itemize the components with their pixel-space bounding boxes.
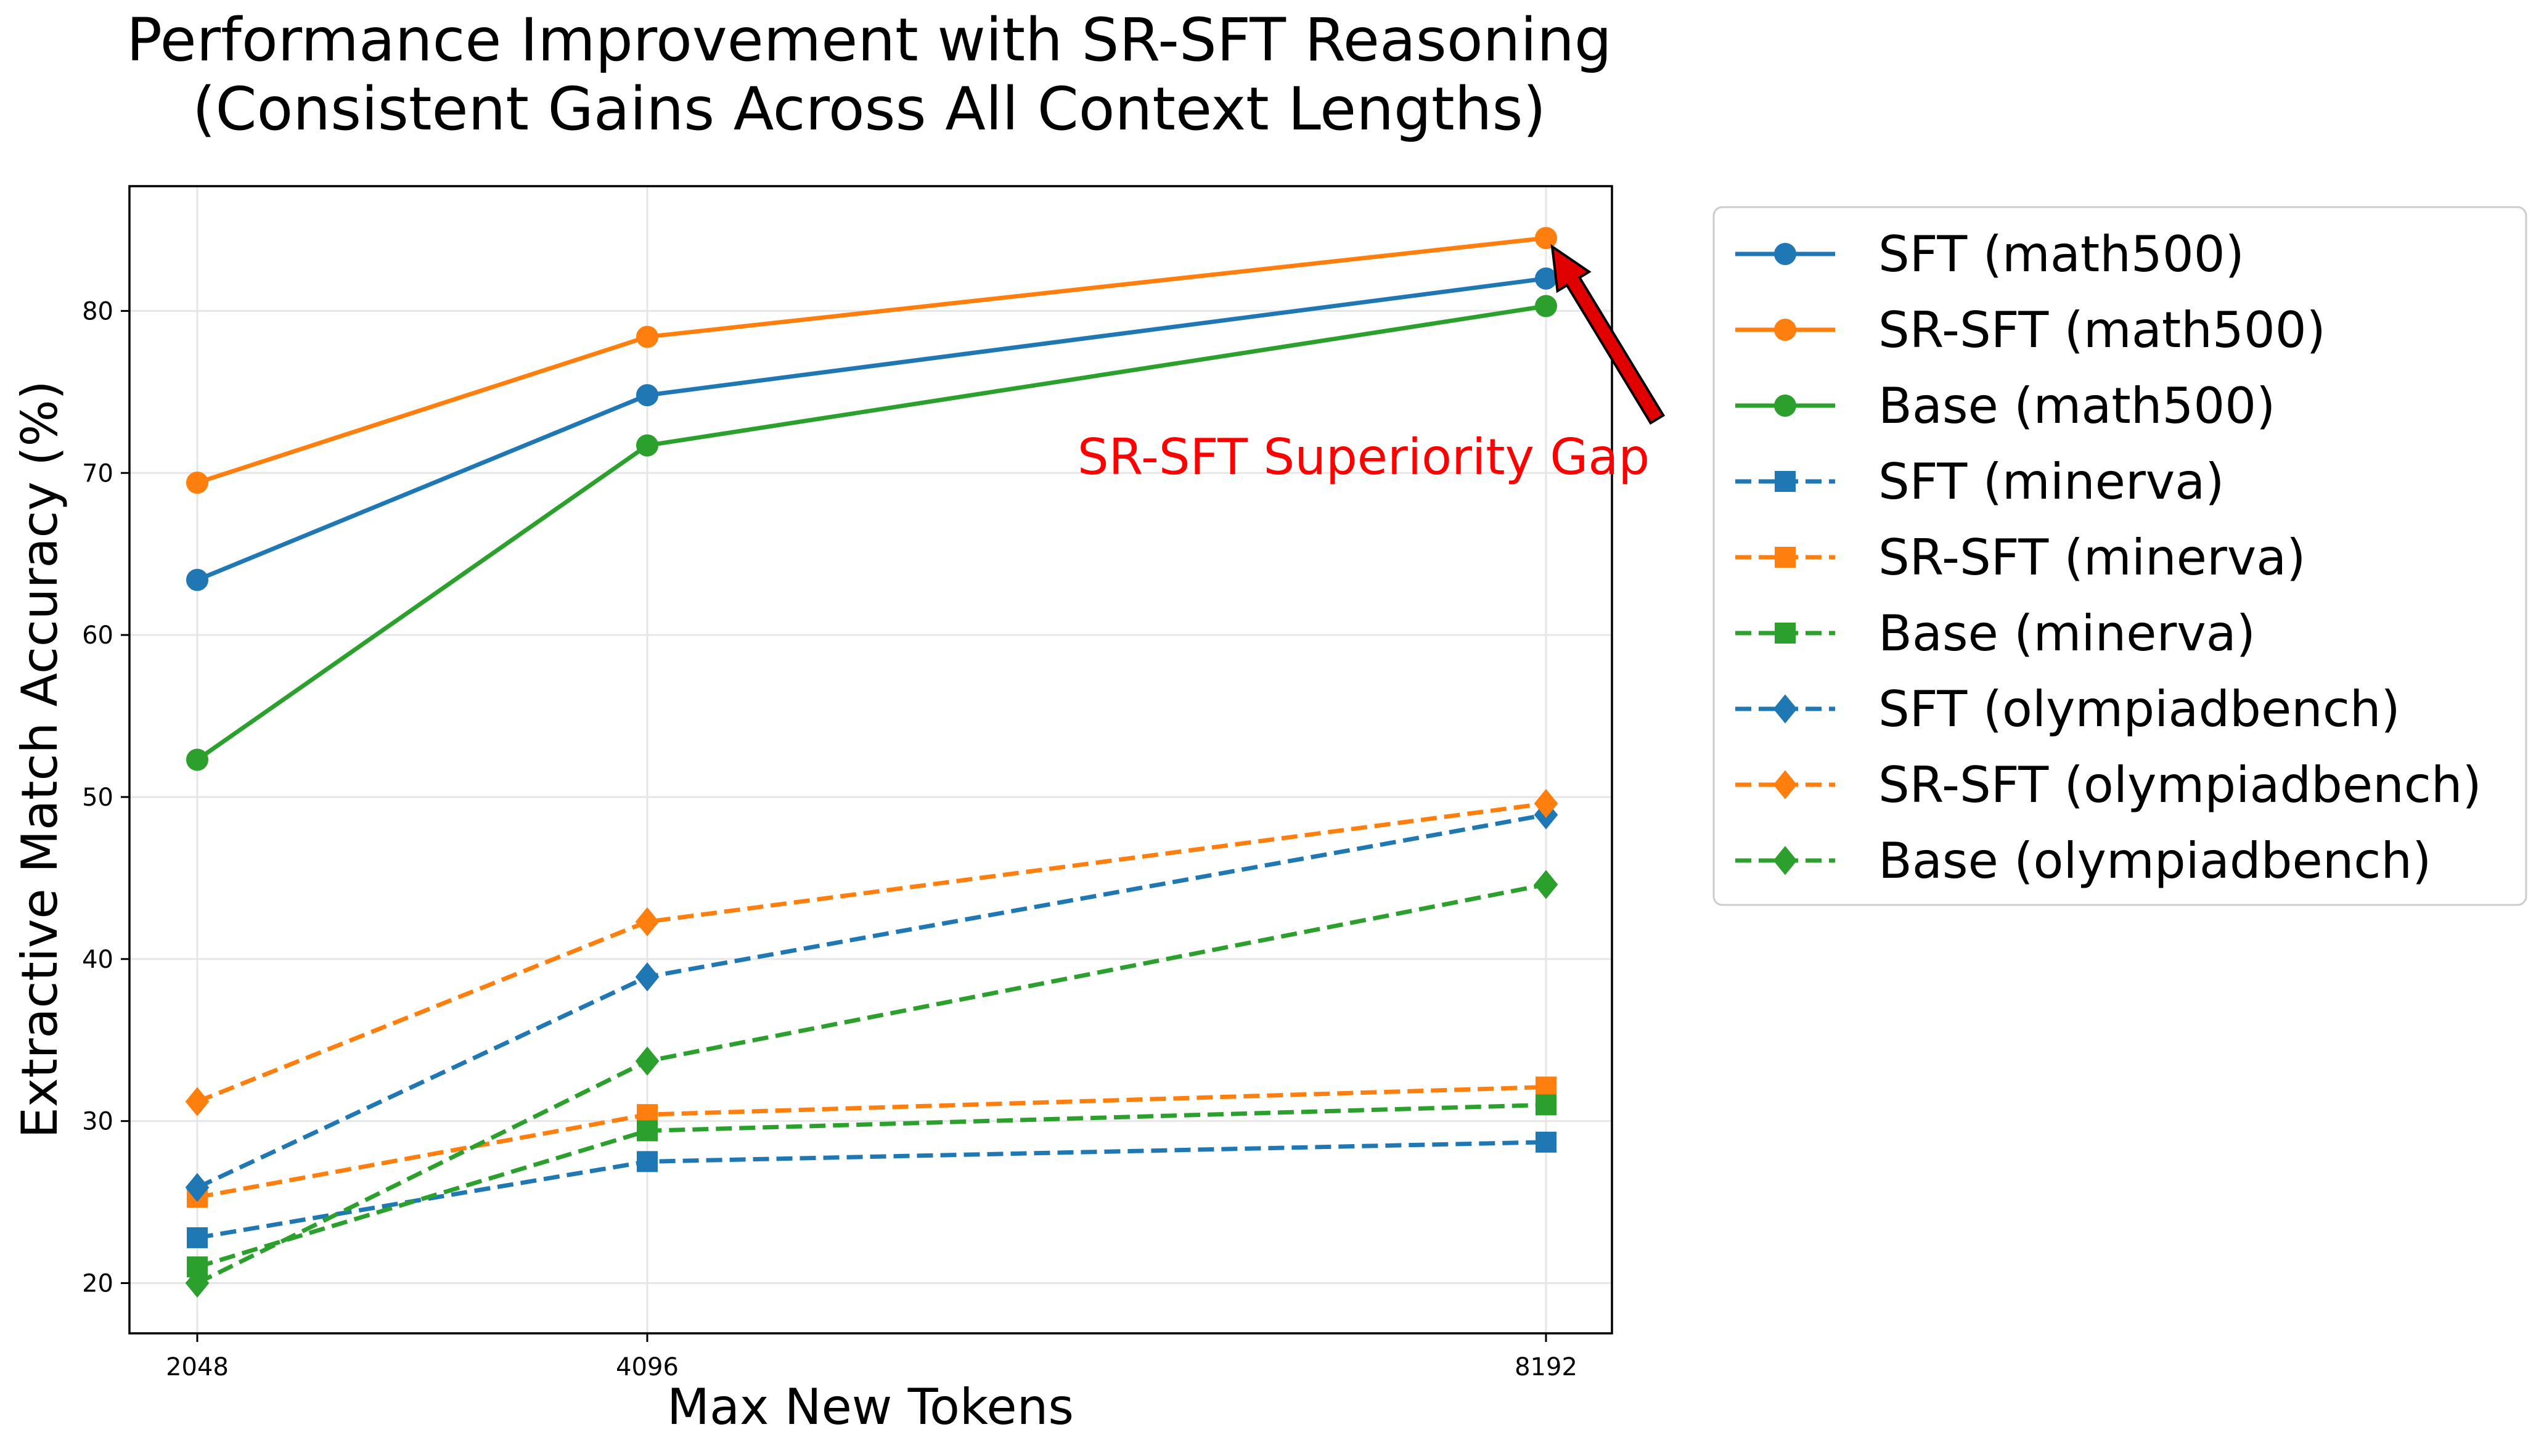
data-point <box>185 1268 210 1298</box>
legend-label: Base (math500) <box>1878 377 2275 435</box>
legend-frame <box>1712 206 2527 906</box>
axis-layer: 2048 4096 8192 20 30 40 50 60 70 80 <box>82 297 1577 1381</box>
legend-swatch-marker <box>1775 623 1796 644</box>
data-point <box>636 434 658 457</box>
legend-label: SR-SFT (math500) <box>1878 301 2326 359</box>
legend-swatch-marker <box>1773 770 1798 800</box>
series-group <box>187 1094 1556 1278</box>
data-point <box>637 1120 658 1142</box>
y-tick-label: 60 <box>82 621 113 650</box>
legend-swatch-marker <box>1774 243 1796 265</box>
y-tick-label: 40 <box>82 946 113 974</box>
data-point <box>1535 267 1557 290</box>
annotation-arrow <box>1550 243 1666 425</box>
legend-label: Base (olympiadbench) <box>1878 832 2431 890</box>
data-point <box>186 472 208 494</box>
data-point <box>636 325 658 348</box>
legend-swatch-marker <box>1774 395 1796 417</box>
legend-label: SFT (olympiadbench) <box>1878 681 2400 738</box>
y-tick-label: 80 <box>82 297 113 325</box>
series-group <box>186 295 1557 771</box>
data-point <box>635 907 660 936</box>
legend-item: SR-SFT (minerva) <box>1735 529 2305 586</box>
legend-item: Base (minerva) <box>1735 605 2256 662</box>
data-point <box>187 1227 208 1248</box>
legend-item: SR-SFT (math500) <box>1735 301 2326 359</box>
data-point <box>1535 227 1557 250</box>
data-point <box>636 384 658 407</box>
legend-label: SR-SFT (olympiadbench) <box>1878 756 2482 814</box>
data-point <box>185 1172 210 1203</box>
series-group <box>187 1131 1556 1248</box>
data-point <box>1534 788 1558 819</box>
series-group <box>186 227 1557 494</box>
data-point <box>635 962 660 992</box>
data-point <box>635 1046 660 1076</box>
legend-label: SFT (math500) <box>1878 226 2244 283</box>
y-tick-label: 20 <box>82 1270 113 1298</box>
legend-item: SFT (olympiadbench) <box>1735 681 2400 738</box>
plot-frame <box>128 185 1613 1335</box>
legend-label: SFT (minerva) <box>1878 453 2224 510</box>
data-point <box>1535 295 1557 317</box>
legend-swatch-marker <box>1774 319 1796 341</box>
series-group <box>185 870 1558 1298</box>
data-point <box>637 1151 658 1172</box>
legend-label: SR-SFT (minerva) <box>1878 529 2305 586</box>
series-layer <box>185 227 1558 1298</box>
data-point <box>186 568 208 591</box>
series-group <box>185 788 1558 1116</box>
legend-swatch-marker <box>1773 694 1798 724</box>
y-tick-label: 70 <box>82 459 113 488</box>
legend-swatch-marker <box>1773 846 1798 875</box>
series-line <box>196 801 1547 1104</box>
legend-swatch-marker <box>1775 471 1796 492</box>
data-point <box>1536 1076 1556 1098</box>
y-tick-label: 50 <box>82 783 113 812</box>
x-tick-label: 8192 <box>1515 1353 1577 1381</box>
annotation-text: SR-SFT Superiority Gap <box>1078 428 1650 486</box>
legend-item: SR-SFT (olympiadbench) <box>1735 756 2482 814</box>
legend-swatch-marker <box>1775 547 1796 568</box>
legend-item: SFT (math500) <box>1735 226 2244 283</box>
legend-item: Base (olympiadbench) <box>1735 832 2431 890</box>
chart-title-line-2: (Consistent Gains Across All Context Len… <box>192 75 1546 144</box>
annotation-layer: SR-SFT Superiority Gap <box>1078 243 1666 486</box>
x-axis-label: Max New Tokens <box>667 1378 1074 1436</box>
legend-label: Base (minerva) <box>1878 605 2256 662</box>
legend-item: SFT (minerva) <box>1735 453 2224 510</box>
data-point <box>186 748 208 771</box>
data-point <box>1536 1131 1556 1153</box>
data-point <box>1534 870 1558 899</box>
x-tick-label: 4096 <box>616 1353 679 1381</box>
legend-item: Base (math500) <box>1735 377 2275 435</box>
legend: SFT (math500) SR-SFT (math500) Base (math5… <box>1712 206 2527 906</box>
x-tick-label: 2048 <box>166 1353 229 1381</box>
chart-title-line-1: Performance Improvement with SR-SFT Reas… <box>126 6 1612 75</box>
series-group <box>186 267 1557 591</box>
data-point <box>185 1087 210 1116</box>
y-tick-label: 30 <box>82 1108 113 1136</box>
data-point <box>1536 1094 1556 1116</box>
y-axis-label: Extractive Match Accuracy (%) <box>11 380 68 1138</box>
